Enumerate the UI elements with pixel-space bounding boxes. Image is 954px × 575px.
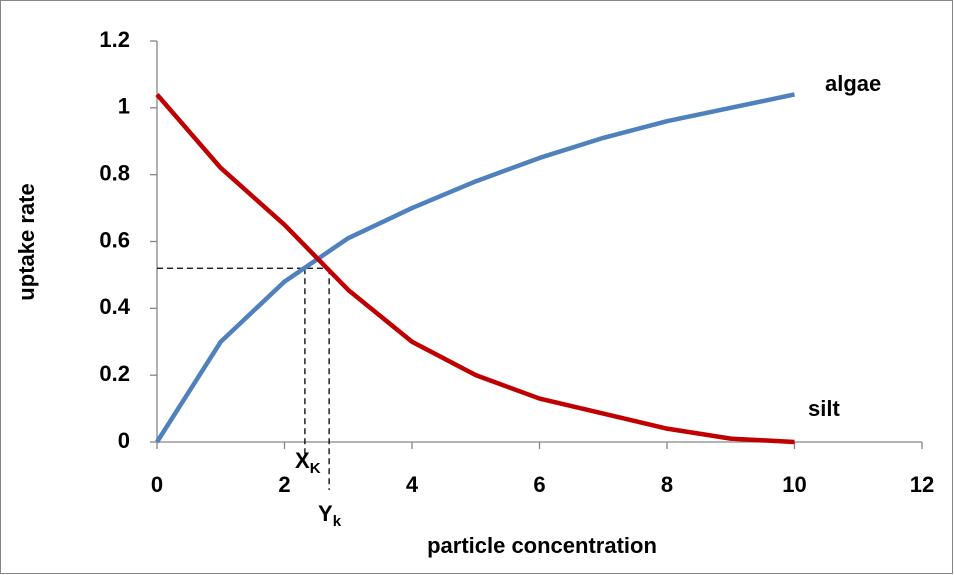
marker-label: Yk: [318, 501, 342, 530]
series-line: [155, 92, 795, 444]
x-tick-label: 8: [661, 472, 673, 497]
x-tick-label: 6: [533, 472, 545, 497]
x-tick-label: 0: [151, 472, 163, 497]
y-axis-label: uptake rate: [14, 183, 39, 300]
marker-label: XK: [295, 448, 321, 477]
y-tick-label: 0.8: [99, 160, 130, 185]
y-tick-label: 1: [118, 94, 130, 119]
y-tick-label: 0.4: [99, 294, 130, 319]
y-tick-label: 1.2: [99, 27, 130, 52]
y-tick-label: 0.6: [99, 227, 130, 252]
x-tick-label: 10: [782, 472, 806, 497]
series-label: algae: [825, 71, 881, 96]
series-label: silt: [808, 396, 840, 421]
marker-subscript: k: [333, 513, 342, 530]
x-tick-label: 12: [910, 472, 934, 497]
y-tick-label: 0.2: [99, 361, 130, 386]
x-tick-label: 4: [406, 472, 419, 497]
series-line: [155, 92, 795, 445]
x-tick-label: 2: [278, 472, 290, 497]
marker-letter: X: [295, 448, 310, 473]
marker-letter: Y: [318, 501, 333, 526]
x-axis-label: particle concentration: [427, 533, 657, 558]
marker-subscript: K: [310, 460, 321, 477]
y-tick-label: 0: [118, 428, 130, 453]
